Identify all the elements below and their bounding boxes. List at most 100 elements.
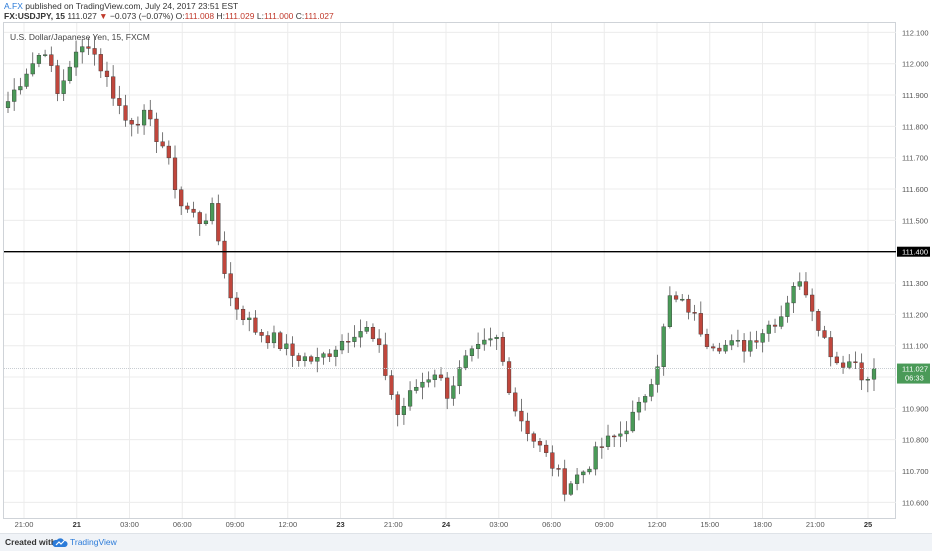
candle-body <box>179 189 184 207</box>
ohlc-high-value: 111.029 <box>225 11 255 21</box>
candle-body <box>766 324 771 334</box>
x-tick-label: 03:00 <box>120 520 139 529</box>
candle-body <box>290 343 295 356</box>
ohlc-close-key: C: <box>295 11 305 21</box>
candle-body <box>49 54 54 66</box>
y-tick-label: 111.200 <box>902 310 928 319</box>
candle-body <box>67 66 72 81</box>
candle-body <box>432 374 437 380</box>
y-tick-label: 111.500 <box>902 216 928 225</box>
candle-body <box>556 468 561 470</box>
candle-body <box>346 341 351 343</box>
candle-body <box>729 340 734 346</box>
y-tick-label: 111.900 <box>902 91 928 100</box>
symbol-line: FX:USDJPY, 15 111.027 ▼ −0.073 (−0.07%) … <box>4 11 334 21</box>
candle-body <box>18 86 23 91</box>
candle-body <box>55 65 60 94</box>
candle-body <box>370 326 376 339</box>
candle-body <box>395 394 400 415</box>
ohlc-open-key: O: <box>175 11 185 21</box>
footer-bar: Created with TradingView <box>0 533 932 551</box>
candle-body <box>141 109 147 126</box>
tradingview-brand[interactable]: TradingView <box>70 537 117 547</box>
candle-body <box>438 374 444 379</box>
candle-body <box>377 338 382 346</box>
candle-body <box>24 73 29 87</box>
candle-body <box>401 405 406 415</box>
candle-body <box>166 145 171 159</box>
candle-body <box>673 295 679 300</box>
candle-body <box>840 362 846 368</box>
candle-body <box>364 326 369 332</box>
candle-body <box>574 474 580 484</box>
candle-body <box>711 346 716 349</box>
candle-body <box>234 297 239 310</box>
y-tick-label: 112.000 <box>902 60 929 69</box>
candle-body <box>816 311 821 331</box>
candle-body <box>98 54 103 72</box>
candle-body <box>469 348 475 356</box>
candle-body <box>828 337 833 358</box>
candle-body <box>284 343 289 349</box>
level-price-tag-text: 111.400 <box>902 248 928 257</box>
candle-body <box>742 340 747 352</box>
candle-body <box>655 366 660 385</box>
candle-body <box>797 281 802 287</box>
candle-body <box>426 379 431 383</box>
candle-body <box>748 340 753 352</box>
tradingview-cloud-icon[interactable] <box>52 537 68 548</box>
candle-body <box>228 273 233 299</box>
current-price-tag <box>897 363 930 384</box>
y-tick-label: 110.700 <box>902 467 929 476</box>
candle-body <box>389 375 394 395</box>
candle-body <box>488 338 493 341</box>
candle-body <box>135 123 140 126</box>
x-tick-label: 25 <box>864 520 872 529</box>
candle-body <box>339 341 345 351</box>
x-tick-label: 21:00 <box>806 520 825 529</box>
x-tick-label: 03:00 <box>489 520 508 529</box>
candle-body <box>12 89 17 102</box>
candle-body <box>247 317 252 320</box>
ohlc-high-key: H: <box>216 11 226 21</box>
candle-body <box>599 446 604 448</box>
candle-body <box>568 483 573 495</box>
price-chart[interactable]: 112.100 112.000 111.900 111.800 111.700 111.6… <box>0 0 932 533</box>
candle-body <box>779 316 784 327</box>
candle-body <box>667 295 672 327</box>
ohlc-low-value: 111.000 <box>263 11 294 21</box>
candle-body <box>630 411 635 432</box>
candle-body <box>593 446 598 470</box>
candle-body <box>327 353 332 357</box>
candle-body <box>581 471 586 476</box>
x-tick-label: 21:00 <box>15 520 34 529</box>
candle-body <box>704 333 710 347</box>
candle-body <box>506 361 512 394</box>
candle-body <box>686 298 691 313</box>
candle-body <box>414 386 419 391</box>
candle-body <box>154 118 159 142</box>
x-tick-label: 09:00 <box>226 520 245 529</box>
x-tick-label: 15:00 <box>700 520 719 529</box>
candle-body <box>148 109 153 120</box>
symbol-description: U.S. Dollar/Japanese Yen, 15, FXCM <box>10 32 150 42</box>
candle-body <box>661 326 666 367</box>
candle-body <box>271 332 277 344</box>
candle-body <box>717 347 722 352</box>
candle-body <box>500 337 505 362</box>
publish-line: A.FX published on TradingView.com, July … <box>4 1 238 11</box>
candle-body <box>451 385 456 399</box>
candle-body <box>203 220 209 225</box>
created-with-label: Created with <box>5 537 57 547</box>
candle-body <box>222 240 227 274</box>
candle-body <box>822 330 827 338</box>
candle-body <box>834 356 839 364</box>
x-tick-label: 12:00 <box>278 520 297 529</box>
candle-body <box>240 308 246 320</box>
author-link[interactable]: A.FX <box>4 1 23 11</box>
candle-body <box>92 48 97 55</box>
ohlc-open-value: 111.008 <box>184 11 215 21</box>
chart-pane[interactable] <box>3 22 896 519</box>
candle-body <box>407 390 413 407</box>
candle-body <box>853 361 858 363</box>
